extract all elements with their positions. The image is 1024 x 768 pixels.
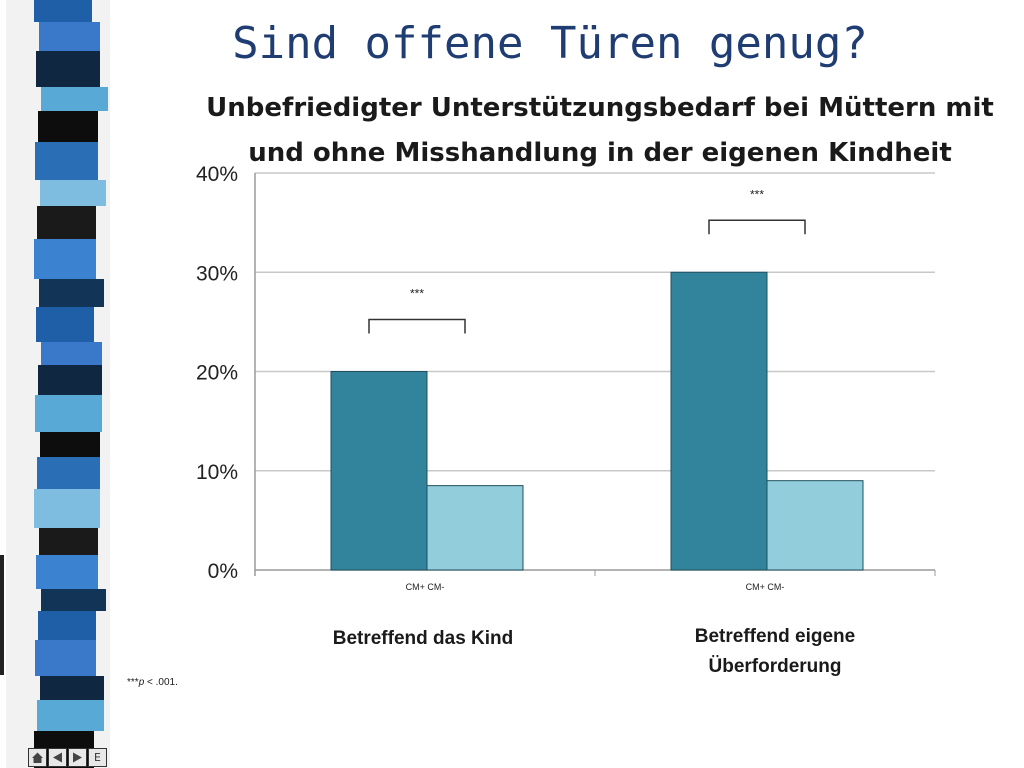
home-icon[interactable] [28,748,47,767]
bar-cm-minus [766,480,864,571]
footnote-stars: *** [127,677,139,688]
significance-stars: *** [410,287,424,301]
significance-footnote: ***p < .001. [127,677,178,688]
bar-cm-plus [330,371,428,571]
category-label-overload: Betreffend eigene Überforderung [630,622,920,682]
decorative-side-strip [0,0,110,768]
significance-stars: *** [750,187,764,201]
bar-cm-plus [670,271,768,571]
chart-title-line-1: Unbefriedigter Unterstützungsbedarf bei … [206,93,994,123]
previous-slide-icon[interactable] [48,748,67,767]
bar-group-label: CM+ CM- [406,582,445,592]
y-tick-label: 20% [196,362,238,385]
y-tick-label: 0% [208,560,238,583]
y-tick-label: 10% [196,461,238,484]
bar-cm-minus [426,485,524,571]
footnote-threshold: < .001. [144,677,178,688]
next-slide-icon[interactable] [68,748,87,767]
chart-title: Unbefriedigter Unterstützungsbedarf bei … [190,86,1010,176]
significance-bracket [368,318,466,334]
footnote-p: p [138,677,145,688]
y-tick-label: 30% [196,262,238,285]
slide-title: Sind offene Türen genug? [232,18,868,69]
category-label-child: Betreffend das Kind [278,624,568,654]
chart-title-line-2: und ohne Misshandlung in der eigenen Kin… [248,138,952,168]
category-label-line: Überforderung [708,656,842,677]
end-show-button[interactable]: E [88,748,107,767]
category-label-line: Betreffend das Kind [332,628,514,649]
bar-group-label: CM+ CM- [746,582,785,592]
category-label-line: Betreffend eigene [694,626,856,647]
y-tick-label: 40% [196,163,238,186]
significance-bracket [708,219,806,235]
slide-navigation: E [28,748,107,768]
